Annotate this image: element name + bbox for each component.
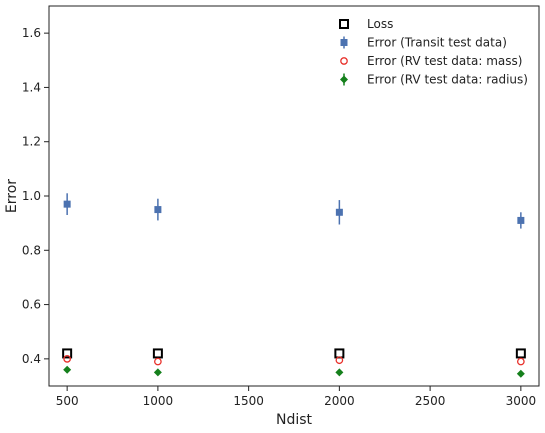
data-point-series-2 <box>517 357 525 366</box>
data-point-series-0 <box>62 348 73 359</box>
data-point-series-0 <box>515 348 526 359</box>
data-point-series-3 <box>516 369 525 378</box>
data-marks <box>62 193 526 378</box>
x-tick-label: 2000 <box>324 394 355 408</box>
y-tick-label: 1.4 <box>22 80 41 94</box>
y-tick-label: 0.4 <box>22 352 41 366</box>
legend-label: Error (Transit test data) <box>367 36 507 50</box>
y-tick-label: 1.6 <box>22 26 41 40</box>
data-point-series-1 <box>335 208 343 216</box>
data-point-series-3 <box>63 365 72 374</box>
x-tick-label: 1500 <box>233 394 264 408</box>
y-tick-label: 1.0 <box>22 189 41 203</box>
legend: Loss Error (Transit test data) Error (RV t… <box>339 17 528 87</box>
axis-ticks: 500 1000 1500 2000 2500 3000 0.4 0.6 0.8 1.0 1.2 1.… <box>22 26 536 408</box>
legend-marker-series-0 <box>339 19 349 29</box>
data-point-series-3 <box>335 368 344 377</box>
data-point-series-3 <box>153 368 162 377</box>
x-axis-label: Ndist <box>276 412 313 428</box>
data-point-series-0 <box>334 348 345 359</box>
legend-marker-series-1 <box>340 39 348 46</box>
data-point-series-1 <box>517 216 525 224</box>
y-tick-label: 0.8 <box>22 243 41 257</box>
y-tick-label: 1.2 <box>22 135 41 149</box>
legend-marker-series-3 <box>340 75 348 84</box>
x-tick-label: 500 <box>56 394 79 408</box>
data-point-series-1 <box>63 200 71 208</box>
data-point-series-2 <box>154 357 162 366</box>
y-tick-label: 0.6 <box>22 298 41 312</box>
data-point-series-0 <box>152 348 163 359</box>
legend-label: Loss <box>367 17 393 31</box>
x-tick-label: 3000 <box>506 394 537 408</box>
data-point-series-1 <box>154 206 162 214</box>
y-axis-label: Error <box>4 179 20 213</box>
legend-label: Error (RV test data: radius) <box>367 73 528 87</box>
data-point-series-2 <box>63 355 71 363</box>
legend-marker-series-2 <box>340 57 348 65</box>
legend-label: Error (RV test data: mass) <box>367 54 522 68</box>
x-tick-label: 1000 <box>143 394 174 408</box>
data-point-series-2 <box>335 356 344 365</box>
x-tick-label: 2500 <box>415 394 446 408</box>
